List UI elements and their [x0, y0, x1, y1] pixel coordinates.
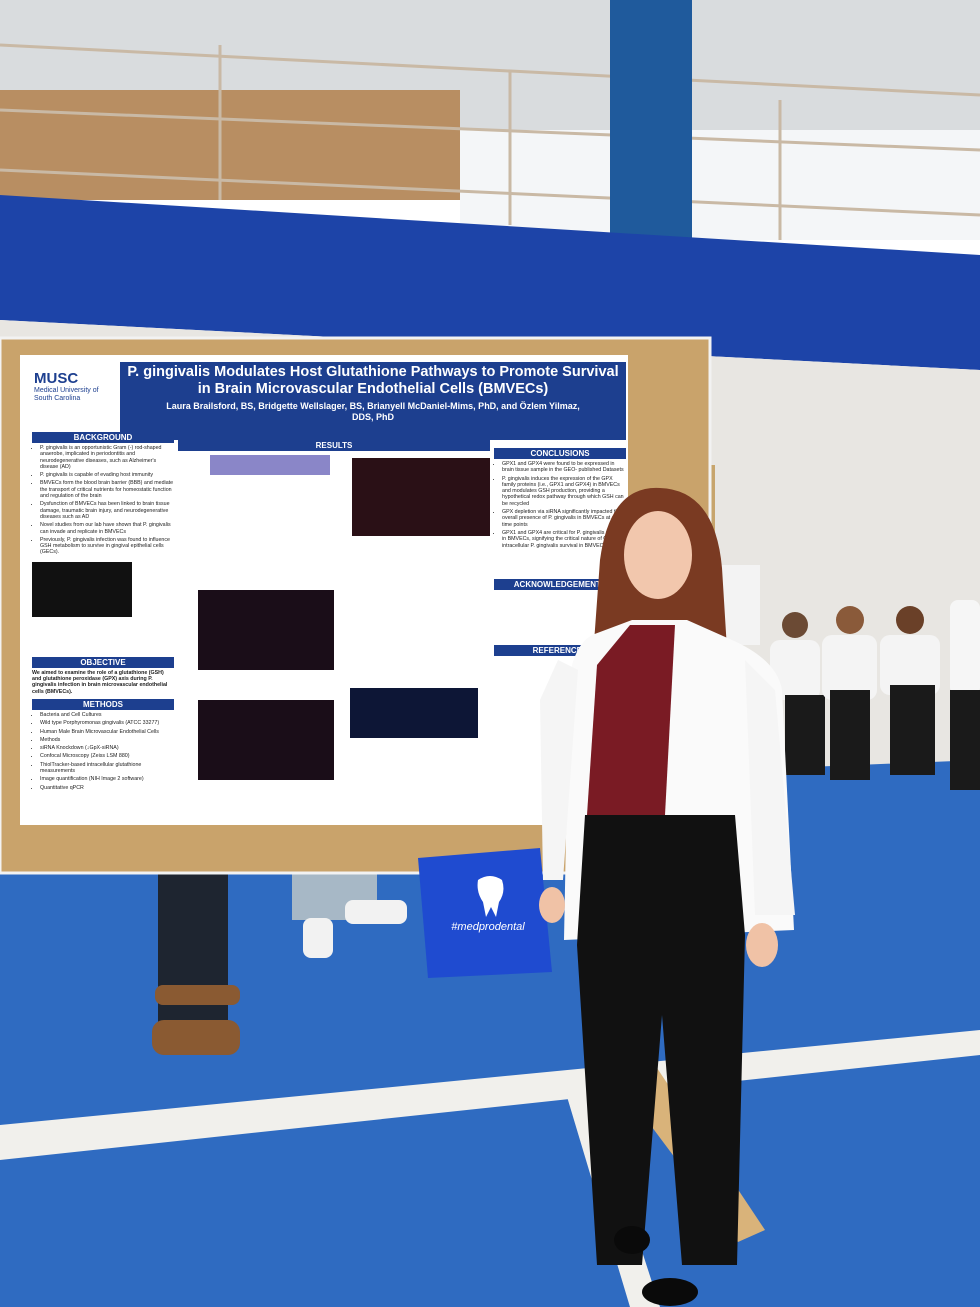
- bullet-item: siRNA Knockdown (↓GpX-siRNA): [40, 745, 174, 751]
- bag: [418, 848, 552, 978]
- bullet-item: P. gingivalis induces the expression of …: [502, 476, 626, 507]
- bullet-item: Confocal Microscopy (Zeiss LSM 880): [40, 753, 174, 759]
- figure: [198, 590, 334, 670]
- figure: [198, 700, 334, 780]
- sleeve: [540, 660, 578, 880]
- logo-name: MUSC: [34, 370, 79, 387]
- shoe: [642, 1278, 698, 1306]
- bullet-item: Dysfunction of BMVECs has been linked to…: [40, 501, 174, 520]
- section-heading: REFERENCES: [494, 644, 626, 656]
- bullet-list: Bacteria and Cell Cultures Wild type Porp…: [32, 712, 174, 791]
- bullet-item: Image quantification (NIH Image 2 softwa…: [40, 776, 174, 782]
- face: [624, 511, 692, 599]
- results-column: RESULTS: [178, 440, 490, 451]
- railing: [0, 43, 980, 240]
- figure: [350, 688, 478, 738]
- hand: [539, 887, 565, 923]
- section-heading: BACKGROUND: [32, 432, 174, 443]
- poster-header: [120, 362, 626, 440]
- windows: [460, 130, 980, 240]
- left-column: BACKGROUND P. gingivalis is an opportuni…: [32, 432, 174, 793]
- bullet-item: Human Male Brain Microvascular Endotheli…: [40, 729, 174, 735]
- poster-authors: Laura Brailsford, BS, Bridgette Wellslag…: [166, 401, 580, 422]
- bullet-list: P. gingivalis is an opportunistic Gram (…: [32, 445, 174, 556]
- pants: [577, 815, 745, 1265]
- section-heading: METHODS: [32, 698, 174, 710]
- bullet-item: Bacteria and Cell Cultures: [40, 712, 174, 718]
- objective-text: We aimed to examine the role of a glutat…: [32, 669, 168, 695]
- bullet-item: GPX1 and GPX4 are critical for P. gingiv…: [502, 530, 626, 549]
- bullet-item: GPX1 and GPX4 were found to be expressed…: [502, 461, 626, 474]
- pillar: [610, 0, 692, 240]
- methods-list: Bacteria and Cell Cultures Wild type Porp…: [32, 712, 174, 791]
- audience: [715, 565, 980, 790]
- shoe: [614, 1226, 650, 1254]
- blue-band: [0, 195, 980, 370]
- logo: MUSC Medical University of South Carolin…: [22, 360, 118, 420]
- sleeve: [745, 660, 795, 915]
- bullet-item: P. gingivalis is capable of evading host…: [40, 472, 174, 478]
- section-heading: CONCLUSIONS: [494, 448, 626, 459]
- tooth-icon: [477, 876, 504, 917]
- section-heading: RESULTS: [178, 440, 490, 451]
- bullet-item: BMVECs form the blood brain barrier (BBB…: [40, 480, 174, 499]
- bullet-item: Methods: [40, 737, 174, 743]
- conclusions-list: GPX1 and GPX4 were found to be expressed…: [494, 461, 626, 549]
- poster-title: P. gingivalis Modulates Host Glutathione…: [127, 364, 619, 397]
- figure: [352, 458, 490, 536]
- section-heading: ACKNOWLEDGEMENTS: [494, 578, 626, 590]
- bullet-item: Quantitative qPCR: [40, 785, 174, 791]
- figure: [32, 561, 132, 617]
- bullet-item: Novel studies from our lab have shown th…: [40, 522, 174, 535]
- right-column: CONCLUSIONS GPX1 and GPX4 were found to …: [494, 448, 626, 656]
- bullet-item: Wild type Porphyromonas gingivalis (ATCC…: [40, 720, 174, 726]
- logo-subtitle: Medical University of South Carolina: [34, 387, 99, 402]
- bullet-item: Previously, P. gingivalis infection was …: [40, 537, 174, 556]
- poster-title-block: P. gingivalis Modulates Host Glutathione…: [125, 364, 621, 423]
- bullet-item: GPX depletion via siRNA significantly im…: [502, 509, 626, 528]
- bullet-item: P. gingivalis is an opportunistic Gram (…: [40, 445, 174, 470]
- shirt: [587, 625, 675, 815]
- hand: [746, 923, 778, 967]
- bullet-item: ThiolTracker-based intracellular glutath…: [40, 762, 174, 775]
- bag-text: #medprodental: [451, 921, 525, 933]
- background-list: P. gingivalis is an opportunistic Gram (…: [32, 445, 174, 556]
- bullet-list: GPX1 and GPX4 were found to be expressed…: [494, 461, 626, 549]
- figure: [210, 455, 330, 475]
- section-heading: OBJECTIVE: [32, 656, 174, 668]
